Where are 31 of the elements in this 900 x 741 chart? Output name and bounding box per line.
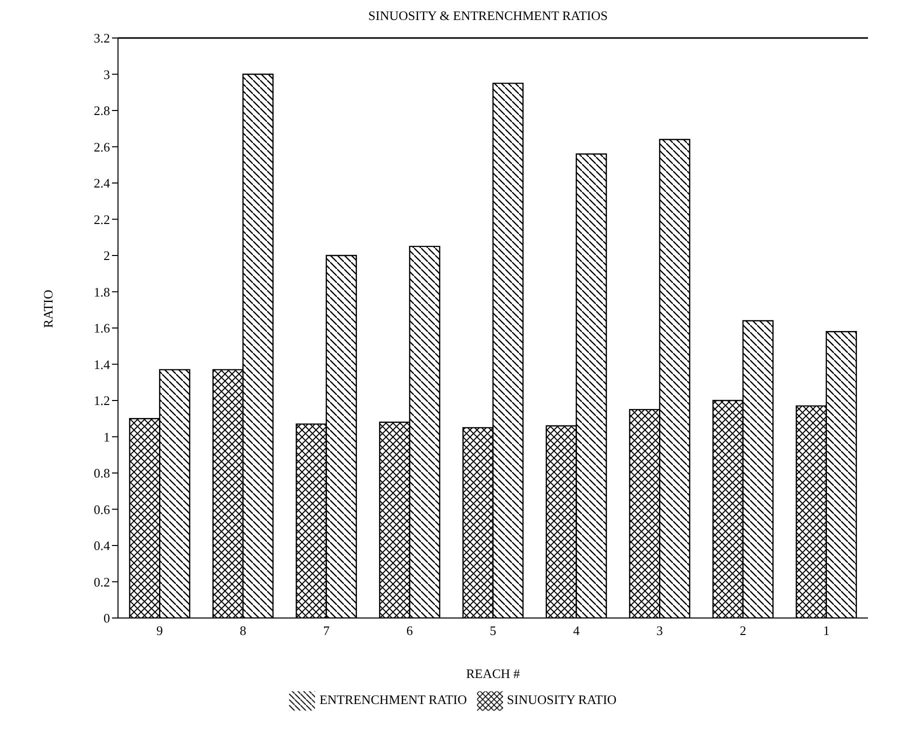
y-tick-label: 3.2 [94, 30, 110, 46]
y-tick-label: 0 [104, 610, 110, 626]
x-tick-label: 5 [490, 623, 496, 638]
y-axis-title: RATIO [40, 290, 56, 328]
y-tick-label: 2.6 [94, 139, 110, 154]
legend-label: ENTRENCHMENT RATIO [319, 692, 467, 707]
x-tick-label: 4 [573, 623, 580, 638]
x-tick-label: 3 [656, 623, 663, 638]
x-tick-label: 6 [406, 623, 414, 638]
x-tick-label: 8 [240, 623, 246, 638]
x-tick-label: 2 [740, 623, 746, 638]
x-tick-label: 7 [323, 623, 330, 638]
y-tick-label: 0.6 [94, 502, 110, 517]
y-tick-label: 2.2 [94, 212, 110, 227]
y-tick-label: 2 [104, 248, 110, 264]
x-tick-label: 9 [156, 623, 163, 638]
y-tick-label: 1 [104, 429, 110, 444]
y-tick-label: 2.4 [94, 176, 110, 191]
legend-label: SINUOSITY RATIO [506, 692, 617, 707]
y-tick-label: 3 [104, 66, 110, 82]
y-tick-label: 0.8 [94, 466, 110, 481]
y-tick-label: 1.6 [94, 320, 110, 336]
y-tick-label: 1.8 [94, 284, 110, 300]
y-tick-label: 2.8 [94, 103, 110, 118]
y-tick-label: 1.2 [94, 393, 110, 408]
chart-title: SINUOSITY & ENTRENCHMENT RATIOS [367, 8, 609, 24]
x-tick-label: 1 [823, 623, 830, 638]
y-tick-label: 0.2 [94, 574, 110, 590]
x-axis-title: REACH # [466, 666, 520, 681]
y-tick-label: 0.4 [94, 538, 110, 554]
y-tick-label: 1.4 [94, 356, 110, 372]
